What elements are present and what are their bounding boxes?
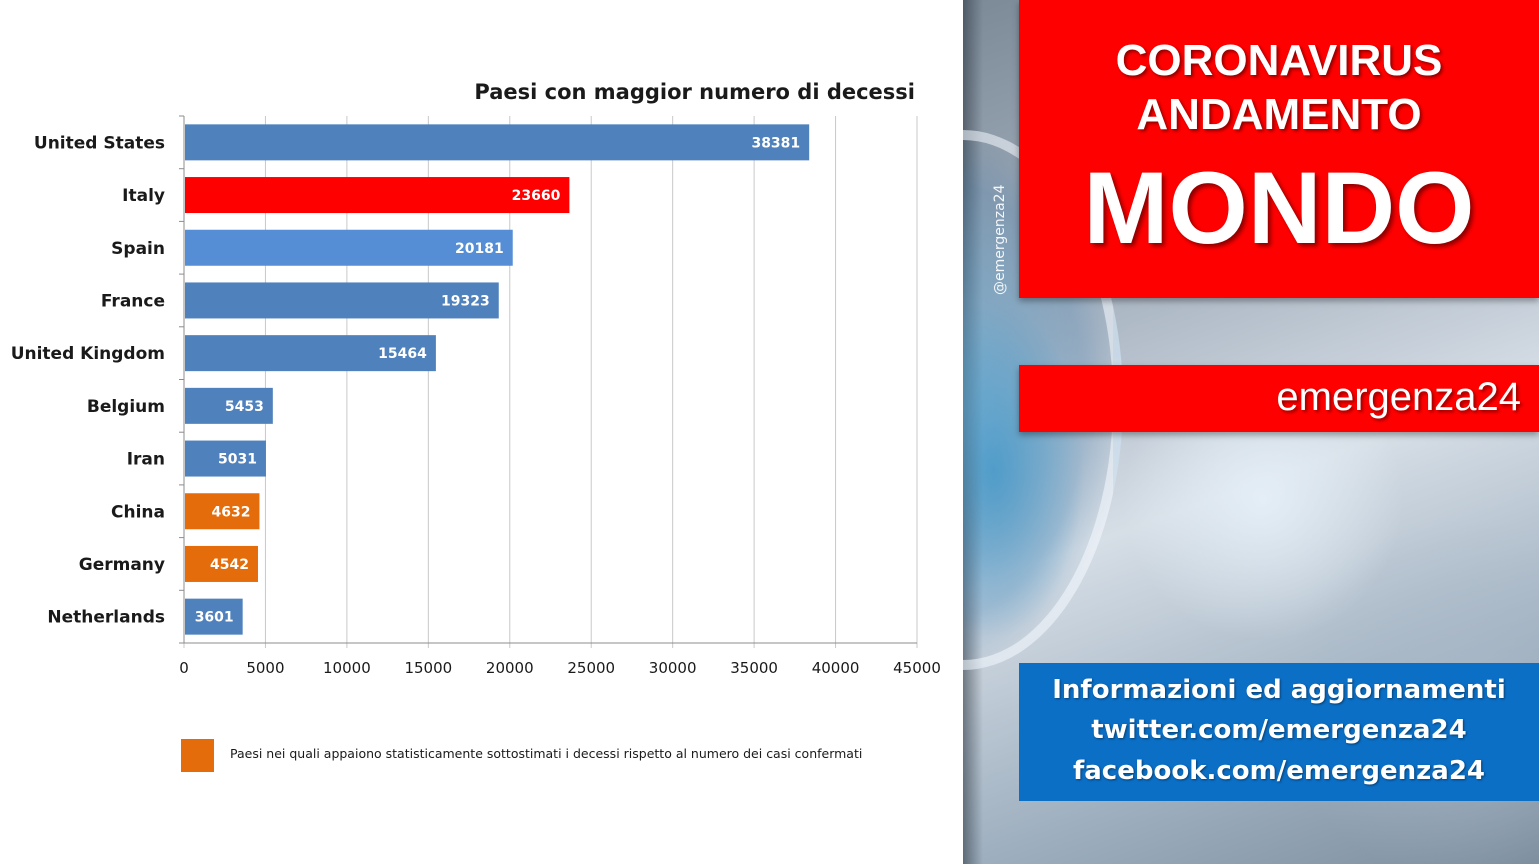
chart-title: Paesi con maggior numero di decessi bbox=[474, 80, 915, 104]
legend-label: Paesi nei quali appaiono statisticamente… bbox=[230, 746, 863, 761]
x-tick-label: 30000 bbox=[649, 659, 697, 677]
label-layer: 0 5000 10000 15000 20000 25000 30000 35000 40000… bbox=[11, 133, 941, 677]
data-label: 19323 bbox=[441, 293, 490, 309]
title-line-coronavirus: CORONAVIRUS bbox=[1115, 36, 1443, 85]
chart-area: Paesi con maggior numero di decessi 0 500… bbox=[10, 80, 941, 772]
x-tick-label: 45000 bbox=[893, 659, 941, 677]
category-label: Italy bbox=[122, 186, 165, 206]
bar bbox=[185, 229, 513, 266]
category-label: Spain bbox=[111, 239, 165, 259]
data-label: 15464 bbox=[378, 346, 427, 362]
category-label: Germany bbox=[79, 555, 165, 575]
watermark-handle: @emergenza24 bbox=[992, 185, 1012, 425]
bar bbox=[185, 124, 810, 161]
bar bbox=[185, 282, 499, 319]
x-tick-label: 0 bbox=[179, 659, 189, 677]
x-tick-label: 35000 bbox=[730, 659, 778, 677]
brand-banner: emergenza24 bbox=[1019, 365, 1539, 432]
data-label: 23660 bbox=[512, 188, 561, 204]
legend-swatch bbox=[181, 739, 214, 772]
data-label: 20181 bbox=[455, 241, 504, 257]
data-label: 38381 bbox=[751, 135, 800, 151]
title-main: MONDO bbox=[1083, 151, 1475, 265]
x-tick-label: 25000 bbox=[567, 659, 615, 677]
bar-chart: Paesi con maggior numero di decessi 0 500… bbox=[11, 80, 941, 677]
x-tick-label: 15000 bbox=[404, 659, 452, 677]
category-label: Iran bbox=[127, 450, 165, 470]
bar-layer bbox=[185, 124, 810, 635]
info-banner: Informazioni ed aggiornamenti twitter.co… bbox=[1019, 663, 1539, 801]
watermark-handle-text: @emergenza24 bbox=[992, 184, 1008, 296]
data-label: 4632 bbox=[211, 504, 250, 520]
bar bbox=[185, 177, 570, 214]
x-tick-label: 10000 bbox=[323, 659, 371, 677]
bar bbox=[185, 440, 266, 477]
data-label: 5453 bbox=[225, 399, 264, 415]
category-label: France bbox=[101, 291, 165, 311]
x-tick-label: 5000 bbox=[246, 659, 284, 677]
bar bbox=[185, 598, 243, 635]
data-label: 3601 bbox=[195, 610, 234, 626]
title-line-andamento: ANDAMENTO bbox=[1136, 90, 1422, 139]
bar bbox=[185, 335, 436, 372]
category-label: United Kingdom bbox=[11, 344, 165, 364]
bar bbox=[185, 545, 258, 582]
data-label: 5031 bbox=[218, 452, 257, 468]
category-label: China bbox=[111, 502, 165, 522]
facebook-link[interactable]: facebook.com/emergenza24 bbox=[1072, 756, 1486, 786]
category-label: Netherlands bbox=[47, 608, 165, 628]
data-label: 4542 bbox=[210, 557, 249, 573]
brand-name: emergenza24 bbox=[1276, 375, 1521, 419]
bar bbox=[185, 387, 273, 424]
category-label: Belgium bbox=[87, 397, 165, 417]
category-label: United States bbox=[34, 133, 165, 153]
title-banner: CORONAVIRUS ANDAMENTO MONDO bbox=[1019, 0, 1539, 298]
x-tick-label: 20000 bbox=[486, 659, 534, 677]
x-tick-label: 40000 bbox=[812, 659, 860, 677]
twitter-link[interactable]: twitter.com/emergenza24 bbox=[1091, 715, 1467, 745]
info-heading: Informazioni ed aggiornamenti bbox=[1052, 675, 1506, 705]
bar bbox=[185, 493, 260, 530]
